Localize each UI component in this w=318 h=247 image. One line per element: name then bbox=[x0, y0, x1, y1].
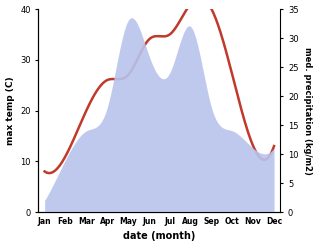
Y-axis label: med. precipitation (kg/m2): med. precipitation (kg/m2) bbox=[303, 47, 313, 174]
Y-axis label: max temp (C): max temp (C) bbox=[5, 76, 15, 145]
X-axis label: date (month): date (month) bbox=[123, 231, 196, 242]
